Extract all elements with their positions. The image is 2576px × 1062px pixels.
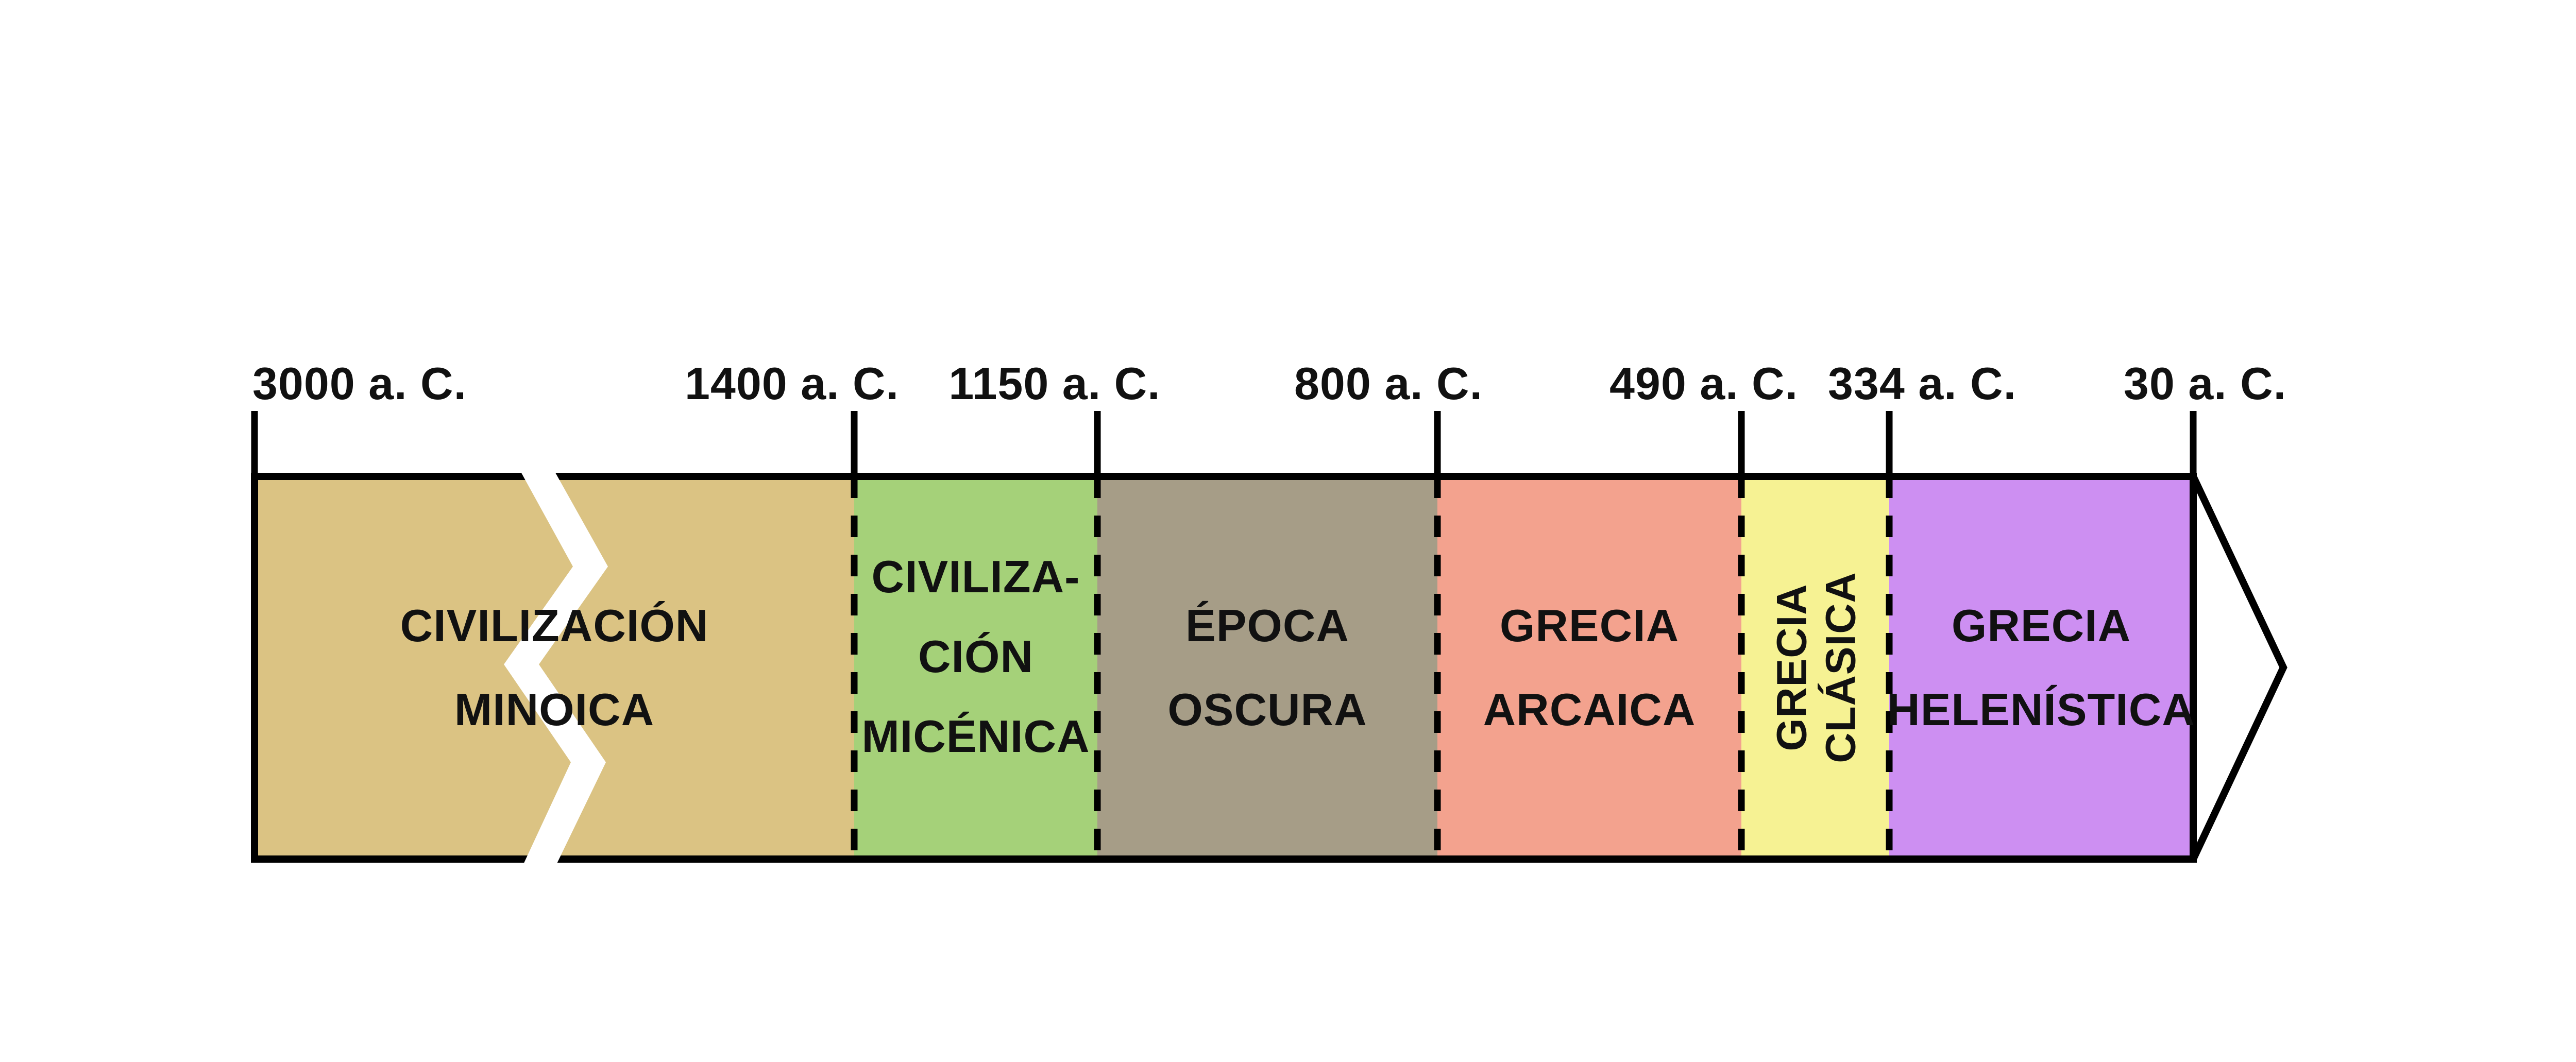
- period-label-helenistica-line1: GRECIA: [1952, 600, 2131, 651]
- date-label-3000: 3000 a. C.: [252, 358, 467, 409]
- timeline-bar: [255, 476, 2193, 859]
- period-label-arcaica-line2: ARCAICA: [1483, 684, 1696, 735]
- date-labels: 3000 a. C. 1400 a. C. 1150 a. C. 800 a. …: [252, 358, 2286, 409]
- segment-civilizacion-minoica: [255, 476, 854, 859]
- segment-grecia-arcaica: [1437, 476, 1741, 859]
- zigzag-time-break-icon: [504, 464, 608, 873]
- period-labels: CIVILIZACIÓN MINOICA CIVILIZA- CIÓN MICÉ…: [400, 551, 2195, 763]
- period-label-helenistica-line2: HELENÍSTICA: [1887, 684, 2195, 735]
- segment-civilizacion-micenica: [854, 476, 1097, 859]
- date-ticks: [251, 411, 2197, 478]
- date-label-334: 334 a. C.: [1828, 358, 2016, 409]
- period-label-micenica-line2: CIÓN: [918, 631, 1033, 682]
- date-label-30: 30 a. C.: [2124, 358, 2286, 409]
- period-label-clasica-line1: GRECIA: [1769, 584, 1816, 751]
- segment-epoca-oscura: [1097, 476, 1437, 859]
- period-label-micenica-line3: MICÉNICA: [861, 711, 1090, 762]
- date-label-490: 490 a. C.: [1609, 358, 1798, 409]
- period-label-micenica-line1: CIVILIZA-: [872, 551, 1080, 602]
- period-label-clasica-line2: CLÁSICA: [1818, 572, 1865, 763]
- segment-grecia-helenistica: [1889, 476, 2193, 859]
- period-label-minoica-line2: MINOICA: [454, 684, 654, 735]
- date-label-1400: 1400 a. C.: [685, 358, 899, 409]
- segment-grecia-clasica: [1741, 476, 1889, 859]
- timeline-arrowhead: [2190, 475, 2287, 861]
- date-label-1150: 1150 a. C.: [948, 358, 1160, 409]
- date-label-800: 800 a. C.: [1294, 358, 1483, 409]
- period-label-oscura-line1: ÉPOCA: [1185, 600, 1349, 651]
- period-label-minoica-line1: CIVILIZACIÓN: [400, 600, 709, 651]
- period-label-oscura-line2: OSCURA: [1167, 684, 1367, 735]
- period-label-arcaica-line1: GRECIA: [1500, 600, 1679, 651]
- segment-dividers: [851, 476, 1893, 859]
